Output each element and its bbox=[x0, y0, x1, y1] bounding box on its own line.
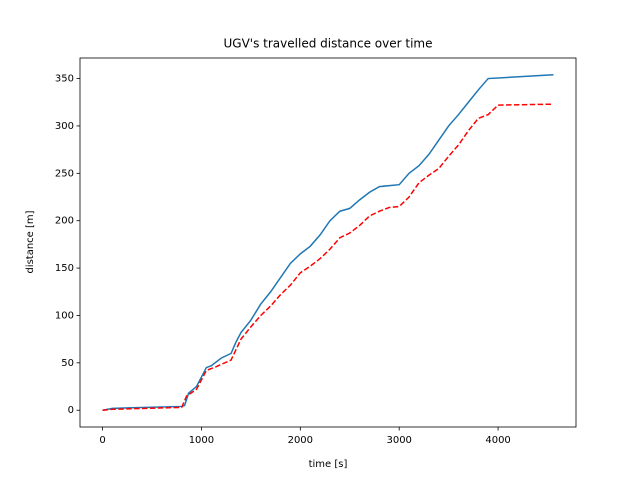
x-axis-label: time [s] bbox=[309, 459, 348, 470]
y-tick-label: 200 bbox=[55, 216, 74, 227]
x-tick-label: 3000 bbox=[386, 435, 411, 446]
data-line bbox=[102, 103, 554, 411]
y-tick-label: 100 bbox=[55, 310, 74, 321]
x-tick-label: 1000 bbox=[189, 435, 214, 446]
chart-title: UGV's travelled distance over time bbox=[224, 37, 433, 51]
y-axis-label: distance [m] bbox=[25, 210, 36, 273]
x-tick-label: 4000 bbox=[485, 435, 510, 446]
x-tick-label: 0 bbox=[99, 435, 105, 446]
y-tick-label: 350 bbox=[55, 74, 74, 85]
x-tick-label: 2000 bbox=[288, 435, 313, 446]
y-tick-label: 250 bbox=[55, 168, 74, 179]
y-tick-label: 50 bbox=[61, 358, 74, 369]
y-tick-label: 150 bbox=[55, 263, 74, 274]
y-tick-label: 0 bbox=[68, 405, 74, 416]
y-tick-label: 300 bbox=[55, 121, 74, 132]
plot-frame bbox=[79, 57, 577, 428]
data-line bbox=[102, 74, 554, 411]
